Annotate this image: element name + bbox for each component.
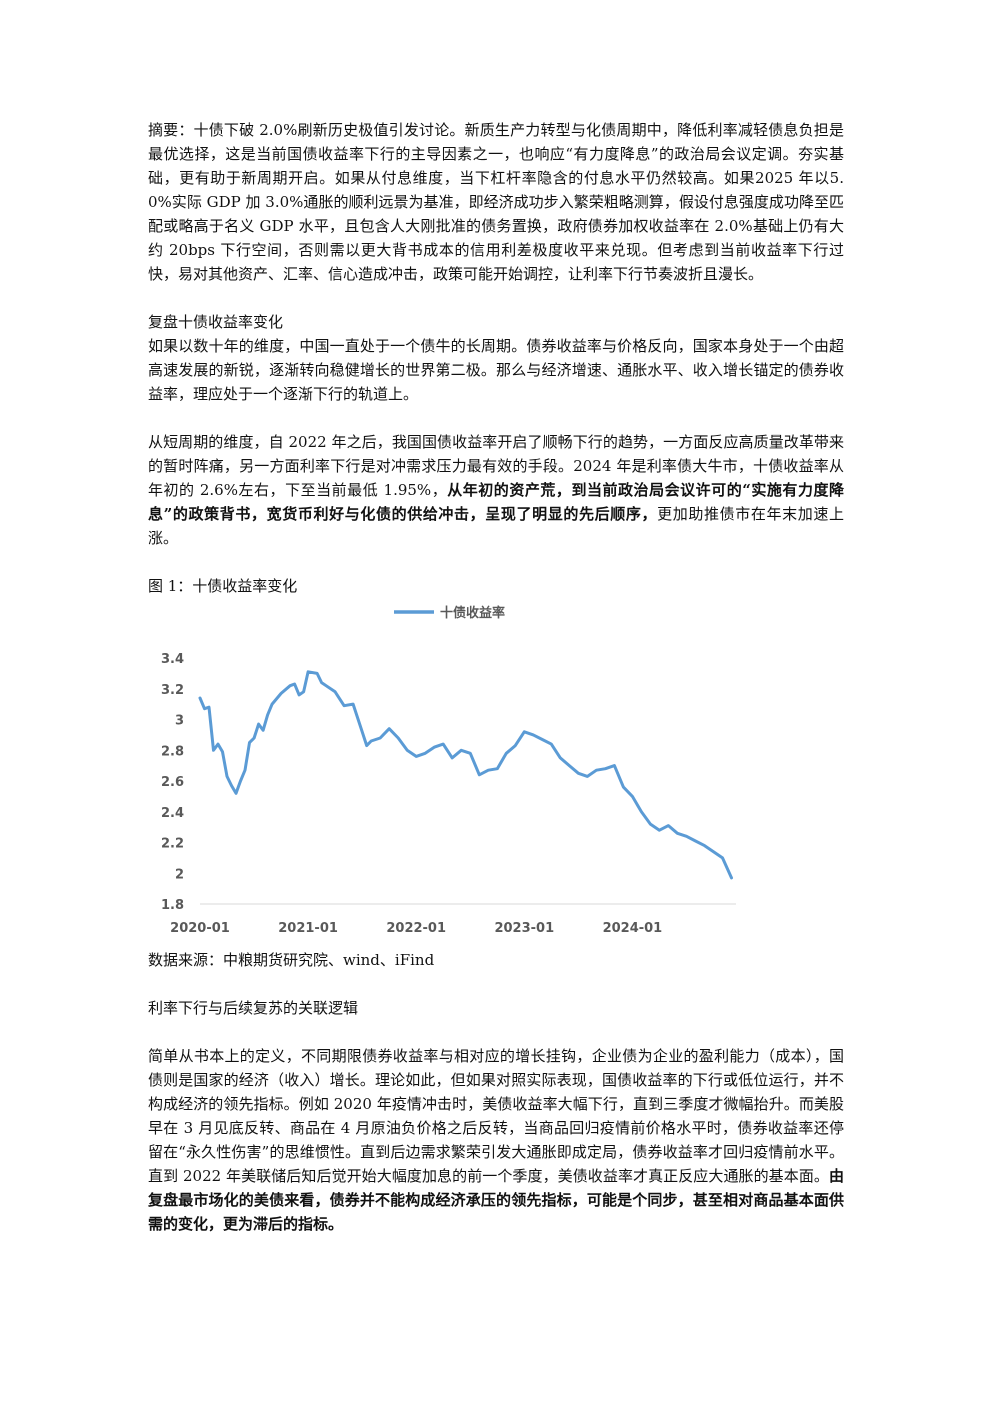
y-tick-label: 2.4	[161, 806, 184, 821]
review-paragraph-2-bold: 从年初的资产荒，到当前政治局会议许可的“实施有力度降息”的政策背书，宽货币利好与…	[148, 481, 844, 523]
logic-paragraph-bold: 由复盘最市场化的美债来看，债券并不能构成经济承压的领先指标，可能是个同步，甚至相…	[148, 1167, 844, 1233]
review-paragraph-2-text: 从短周期的维度，自 2022 年之后，我国国债收益率开启了顺畅下行的趋势，一方面…	[148, 433, 844, 499]
x-tick-label: 2021-01	[278, 921, 338, 936]
y-tick-label: 3	[175, 714, 184, 729]
data-source: 数据来源：中粮期货研究院、wind、iFind	[148, 951, 435, 969]
y-tick-label: 3.2	[161, 683, 184, 698]
spacer	[148, 406, 844, 430]
logic-paragraph: 简单从书本上的定义，不同期限债券收益率与相对应的增长挂钩，企业债为企业的盈利能力…	[148, 1044, 844, 1236]
y-tick-label: 2	[175, 867, 184, 882]
document-body: 摘要：十债下破 2.0%刷新历史极值引发讨论。新质生产力转型与化债周期中，降低利…	[148, 118, 844, 1236]
legend-label: 十债收益率	[440, 605, 505, 621]
review-paragraph-1: 如果以数十年的维度，中国一直处于一个债牛的长周期。债券收益率与价格反向，国家本身…	[148, 337, 844, 403]
y-tick-label: 2.2	[161, 837, 184, 852]
y-tick-label: 1.8	[161, 898, 184, 913]
figure-title: 图 1：十债收益率变化	[148, 577, 298, 595]
spacer	[148, 972, 844, 996]
logic-paragraph-text: 简单从书本上的定义，不同期限债券收益率与相对应的增长挂钩，企业债为企业的盈利能力…	[148, 1047, 844, 1185]
x-tick-label: 2020-01	[170, 921, 230, 936]
spacer	[148, 550, 844, 574]
section-heading-review: 复盘十债收益率变化	[148, 313, 284, 331]
spacer	[148, 1020, 844, 1044]
series-line	[198, 670, 733, 880]
x-tick-label: 2024-01	[603, 921, 663, 936]
yield-chart: 十债收益率 3.4 3.2 3 2.8 2.6 2.4 2.2 2 1.8 2020-01 2021-…	[148, 598, 748, 948]
x-tick-label: 2023-01	[494, 921, 554, 936]
yield-chart-svg: 十债收益率 3.4 3.2 3 2.8 2.6 2.4 2.2 2 1.8 2020-01 2021-…	[161, 605, 736, 936]
section-heading-logic: 利率下行与后续复苏的关联逻辑	[148, 999, 359, 1017]
spacer	[148, 286, 844, 310]
y-tick-label: 3.4	[161, 652, 184, 667]
abstract-paragraph: 摘要：十债下破 2.0%刷新历史极值引发讨论。新质生产力转型与化债周期中，降低利…	[148, 121, 844, 283]
review-paragraph-2: 从短周期的维度，自 2022 年之后，我国国债收益率开启了顺畅下行的趋势，一方面…	[148, 430, 844, 550]
y-tick-label: 2.6	[161, 775, 184, 790]
y-tick-label: 2.8	[161, 744, 184, 759]
review-paragraph-2-tail: 更加助推债市在年末加速上涨。	[148, 505, 844, 547]
x-tick-label: 2022-01	[386, 921, 446, 936]
